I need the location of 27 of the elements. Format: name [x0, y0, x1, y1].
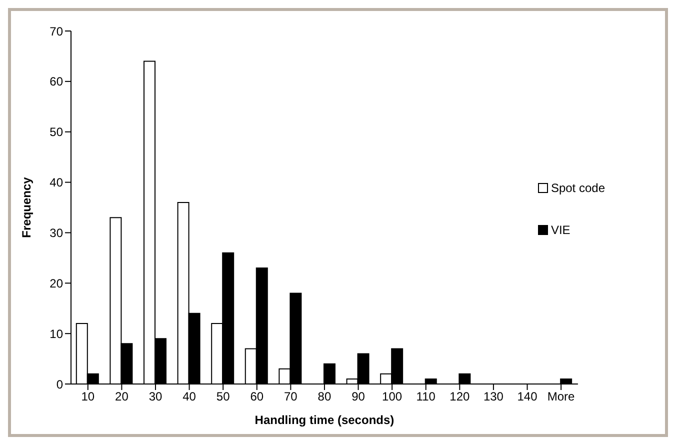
legend-label: Spot code [550, 180, 605, 194]
y-tick-label: 10 [50, 326, 64, 341]
y-tick-label: 0 [56, 377, 64, 392]
y-tick-label: 70 [50, 24, 64, 38]
legend-label: VIE [550, 222, 570, 236]
x-tick-label: 90 [352, 390, 366, 404]
x-tick-label: 140 [517, 390, 538, 404]
x-tick-label: 80 [318, 390, 332, 404]
x-tick-label: 30 [148, 390, 162, 404]
y-axis-title: Frequency [19, 176, 34, 238]
x-tick-label: More [547, 390, 576, 404]
y-tick-label: 50 [50, 125, 64, 140]
x-tick-label: 120 [450, 390, 470, 404]
x-tick-label: 50 [216, 390, 230, 404]
x-tick-label: 100 [382, 390, 402, 404]
x-tick-label: 110 [416, 390, 436, 404]
x-tick-label: 60 [250, 390, 264, 404]
y-tick-label: 30 [50, 226, 64, 240]
y-tick-label: 20 [50, 276, 64, 290]
x-tick-label: 70 [284, 390, 298, 404]
x-tick-label: 20 [115, 390, 129, 404]
x-tick-label: 10 [81, 390, 95, 404]
x-tick-label: 40 [182, 390, 196, 404]
x-axis-title: Handling time (seconds) [254, 413, 394, 427]
y-tick-label: 60 [50, 74, 64, 89]
y-tick-label: 40 [50, 176, 64, 190]
x-tick-label: 130 [483, 390, 504, 404]
